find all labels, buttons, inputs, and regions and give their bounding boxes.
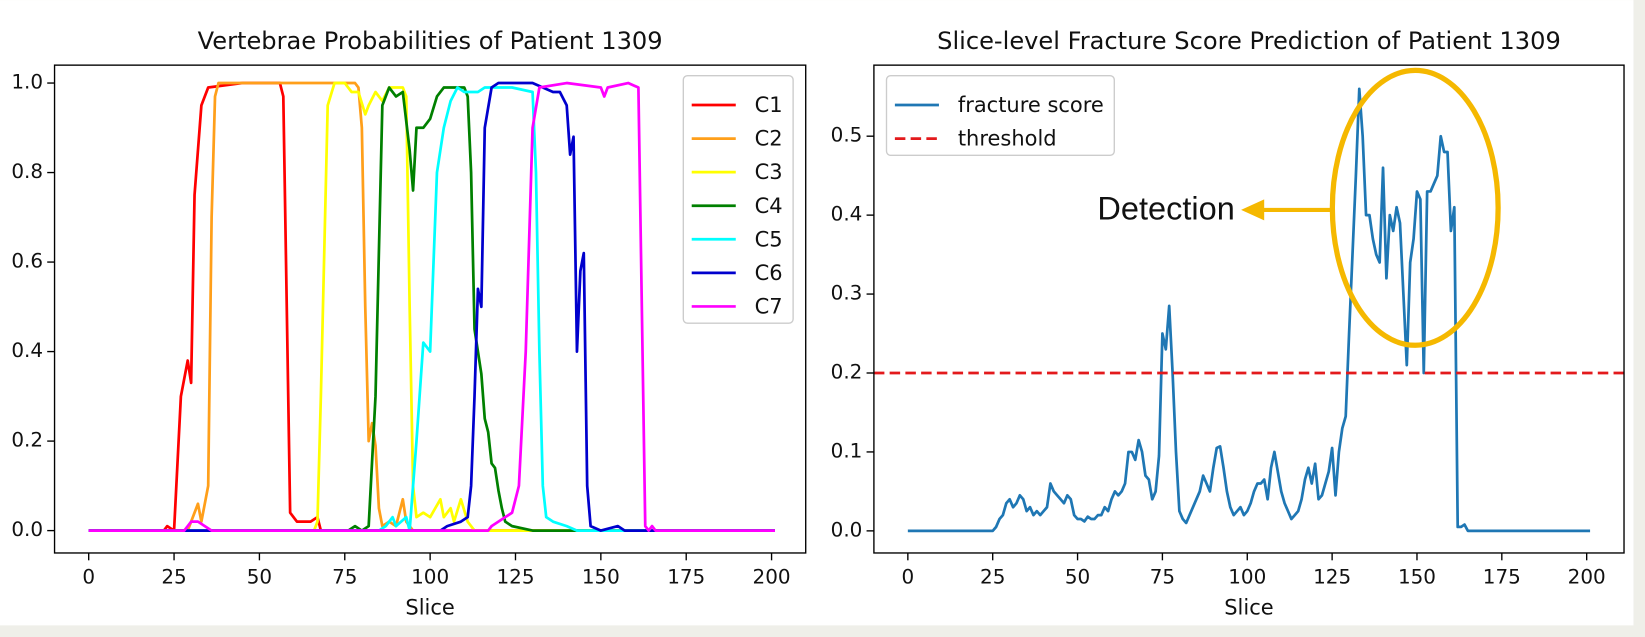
x-tick-label: 100 [1228, 566, 1266, 589]
legend-label: C7 [755, 294, 783, 318]
data-line [88, 86, 775, 532]
y-tick-label: 0.8 [11, 160, 43, 183]
data-line [907, 87, 1591, 533]
data-line [88, 81, 775, 532]
y-tick-label: 0.2 [831, 360, 863, 383]
y-tick-label: 0.0 [831, 518, 863, 541]
x-tick-label: 125 [1313, 566, 1351, 589]
y-tick-label: 0.6 [11, 250, 43, 273]
y-tick-label: 0.1 [831, 439, 863, 462]
chart-title: Slice-level Fracture Score Prediction of… [937, 27, 1561, 55]
legend-box [885, 74, 1115, 157]
x-tick-label: 200 [753, 566, 791, 589]
y-tick-label: 0.4 [831, 203, 863, 226]
y-tick-label: 0.4 [11, 339, 43, 362]
x-tick-label: 125 [496, 566, 534, 589]
x-axis-label: Slice [405, 596, 454, 620]
legend: C1 C2 C3 C4 C5 C6 C7 [682, 74, 794, 324]
x-tick-label: 50 [247, 566, 272, 589]
y-tick-label: 0.5 [831, 124, 863, 147]
y-tick-label: 0.0 [11, 518, 43, 541]
x-tick-label: 75 [1150, 566, 1175, 589]
legend-label: C6 [755, 261, 783, 285]
legend-label: C1 [755, 93, 783, 117]
y-tick-label: 0.2 [11, 429, 43, 452]
x-tick-label: 100 [411, 566, 449, 589]
chart-title: Vertebrae Probabilities of Patient 1309 [198, 27, 663, 55]
x-tick-label: 50 [1065, 566, 1090, 589]
legend-label: C4 [755, 194, 783, 218]
data-line [88, 81, 775, 532]
data-line [88, 81, 775, 532]
detection-annotation: Detection [1097, 67, 1501, 348]
legend-label: fracture score [958, 93, 1104, 117]
x-tick-label: 0 [82, 566, 95, 589]
x-tick-label: 175 [667, 566, 705, 589]
detection-ellipse [1329, 67, 1501, 348]
x-tick-label: 25 [161, 566, 186, 589]
x-tick-label: 75 [332, 566, 357, 589]
x-axis-label: Slice [1224, 596, 1273, 620]
x-tick-label: 25 [980, 566, 1005, 589]
x-tick-label: 150 [1398, 566, 1436, 589]
y-tick-label: 1.0 [11, 71, 43, 94]
data-line [88, 81, 775, 532]
detection-label: Detection [1097, 191, 1234, 227]
x-tick-label: 200 [1568, 566, 1606, 589]
legend-label: C3 [755, 160, 783, 184]
detection-arrowhead [1241, 199, 1265, 221]
x-tick-label: 175 [1483, 566, 1521, 589]
legend-label: C2 [755, 127, 783, 151]
y-tick-label: 0.3 [831, 282, 863, 305]
plot-frame [873, 64, 1625, 554]
x-tick-label: 0 [902, 566, 915, 589]
legend-label: C5 [755, 227, 783, 251]
data-line [88, 86, 775, 532]
legend: fracture score threshold [885, 74, 1115, 157]
legend-label: threshold [958, 127, 1057, 151]
x-tick-label: 150 [582, 566, 620, 589]
plot-frame [53, 64, 807, 554]
